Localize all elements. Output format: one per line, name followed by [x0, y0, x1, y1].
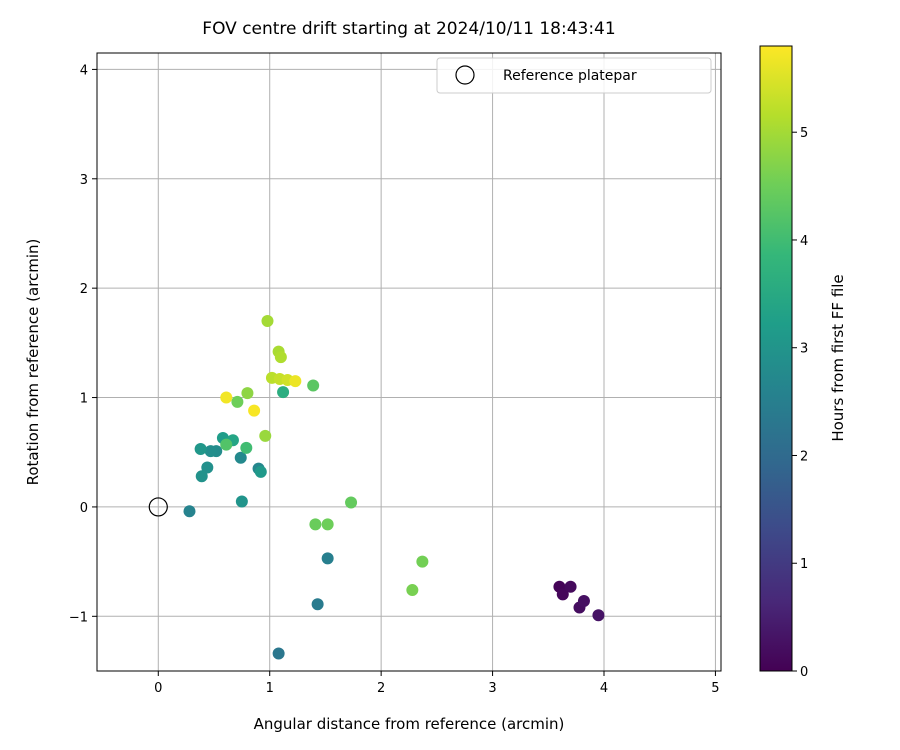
y-tick-label: 0: [80, 501, 88, 516]
axis-ticks: 0 1 2 3 4 5 −1 0 1 2 3 4: [69, 63, 720, 696]
data-point: [307, 379, 320, 392]
data-point: [220, 391, 233, 404]
legend-open-circle-icon: [455, 65, 475, 85]
data-point: [183, 505, 196, 518]
data-point: [289, 375, 302, 388]
x-tick-label: 2: [377, 681, 385, 696]
y-tick-label: 4: [80, 63, 88, 78]
chart-title: FOV centre drift starting at 2024/10/11 …: [202, 19, 615, 39]
y-tick-label: −1: [69, 610, 88, 625]
colorbar-ticks: 0 1 2 3 4 5: [792, 126, 808, 680]
colorbar-tick-label: 1: [800, 557, 808, 572]
data-point: [556, 588, 569, 601]
colorbar-label: Hours from first FF file: [829, 274, 847, 441]
colorbar-tick-label: 0: [800, 665, 808, 680]
x-tick-label: 4: [600, 681, 608, 696]
data-point: [274, 351, 287, 364]
data-point: [235, 495, 248, 508]
data-point: [416, 555, 429, 568]
data-points: [148, 314, 605, 660]
legend-box: [436, 57, 712, 94]
colorbar-tick-label: 5: [800, 126, 808, 141]
data-point: [254, 465, 267, 478]
data-point: [577, 594, 590, 607]
data-point: [592, 609, 605, 622]
legend: Reference platepar: [436, 57, 712, 94]
data-point: [195, 470, 208, 483]
data-point: [321, 552, 334, 565]
data-point: [406, 584, 419, 597]
x-tick-label: 0: [154, 681, 162, 696]
data-point: [277, 386, 290, 399]
x-axis-label: Angular distance from reference (arcmin): [254, 715, 565, 733]
data-point: [241, 387, 254, 400]
data-point: [201, 461, 214, 474]
x-tick-label: 1: [266, 681, 274, 696]
data-point: [231, 395, 244, 408]
data-point: [345, 496, 358, 509]
colorbar-tick-label: 3: [800, 342, 808, 357]
data-point: [309, 518, 322, 531]
data-point: [234, 451, 247, 464]
x-tick-label: 5: [711, 681, 719, 696]
reference-platepar-marker: [148, 497, 168, 517]
y-tick-label: 3: [80, 173, 88, 188]
data-point: [220, 438, 233, 451]
colorbar-tick-label: 2: [800, 449, 808, 464]
x-tick-label: 3: [488, 681, 496, 696]
data-point: [311, 598, 324, 611]
data-point: [248, 404, 261, 417]
data-point: [240, 441, 253, 454]
colorbar-tick-label: 4: [800, 234, 808, 249]
data-point: [204, 445, 217, 458]
data-point: [194, 442, 207, 455]
y-axis-label: Rotation from reference (arcmin): [24, 239, 42, 486]
data-point: [259, 429, 272, 442]
grid: [97, 53, 721, 671]
y-tick-label: 2: [80, 282, 88, 297]
data-point: [272, 647, 285, 660]
plot-frame: [96, 52, 722, 672]
colorbar-strip: [759, 45, 793, 672]
y-tick-label: 1: [80, 392, 88, 407]
data-point: [321, 518, 334, 531]
colorbar: 0 1 2 3 4 5 Hours from first FF file: [759, 45, 847, 680]
legend-label: Reference platepar: [503, 68, 637, 84]
data-point: [261, 314, 274, 327]
data-point: [564, 580, 577, 593]
